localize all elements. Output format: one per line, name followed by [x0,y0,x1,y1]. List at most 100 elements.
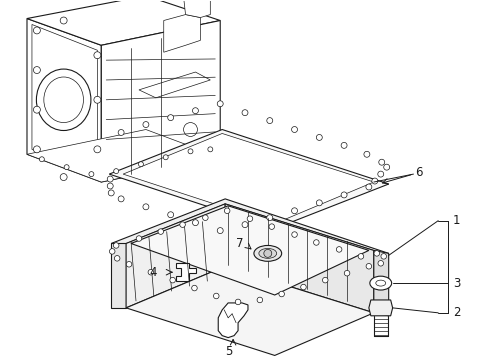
Circle shape [266,215,272,221]
Polygon shape [224,204,373,313]
Circle shape [217,101,223,107]
Ellipse shape [253,246,281,261]
Circle shape [217,228,223,234]
Circle shape [300,284,305,290]
Polygon shape [183,0,210,18]
Circle shape [377,261,383,266]
Polygon shape [126,204,373,293]
Circle shape [114,256,120,261]
Circle shape [291,232,297,237]
Circle shape [266,118,272,123]
Circle shape [357,253,363,259]
Circle shape [158,229,163,234]
Circle shape [94,96,101,103]
Circle shape [113,243,119,248]
Circle shape [60,174,67,181]
Polygon shape [111,199,388,298]
Polygon shape [131,206,368,295]
Polygon shape [126,266,373,355]
Ellipse shape [44,77,83,122]
Circle shape [207,147,212,152]
Text: 4: 4 [148,266,156,279]
Polygon shape [111,243,126,308]
Polygon shape [109,130,388,229]
Text: 7: 7 [236,237,243,250]
Polygon shape [175,263,196,281]
Circle shape [316,200,322,206]
Circle shape [136,236,142,241]
Circle shape [291,208,297,214]
Polygon shape [218,303,247,338]
Circle shape [180,222,185,228]
Text: 2: 2 [452,306,460,319]
Circle shape [246,216,252,221]
Polygon shape [163,14,200,52]
Circle shape [235,299,241,305]
Polygon shape [27,18,101,182]
Circle shape [322,277,327,283]
Text: 6: 6 [415,166,422,179]
Text: 5: 5 [224,345,232,358]
Circle shape [40,157,44,162]
Polygon shape [27,130,220,182]
Circle shape [126,261,132,267]
Polygon shape [101,21,220,182]
Circle shape [268,224,274,229]
Circle shape [202,215,208,220]
Ellipse shape [36,69,91,131]
Ellipse shape [258,248,276,258]
Circle shape [366,264,371,269]
Circle shape [344,270,349,276]
Circle shape [167,114,173,121]
Circle shape [142,122,148,127]
Circle shape [109,249,115,254]
Circle shape [242,110,247,116]
Polygon shape [126,204,224,308]
Circle shape [264,249,271,257]
Circle shape [183,122,197,136]
Circle shape [213,293,219,299]
Circle shape [373,251,379,256]
Circle shape [33,67,41,73]
Circle shape [33,146,41,153]
Circle shape [371,178,377,184]
Circle shape [169,277,175,283]
Circle shape [60,17,67,24]
Ellipse shape [369,276,391,290]
Circle shape [316,135,322,140]
Circle shape [291,127,297,132]
Circle shape [118,130,124,135]
Circle shape [192,108,198,114]
Circle shape [377,171,383,177]
Polygon shape [139,72,210,98]
Circle shape [107,183,113,189]
Circle shape [257,297,262,303]
Circle shape [365,184,371,190]
Circle shape [108,190,114,196]
Circle shape [107,176,113,182]
Ellipse shape [375,280,385,286]
Polygon shape [373,251,388,316]
Circle shape [94,146,101,153]
Circle shape [383,164,389,170]
Circle shape [163,155,168,160]
Circle shape [313,240,319,245]
Polygon shape [368,300,392,316]
Circle shape [341,143,346,148]
Circle shape [336,247,341,252]
Polygon shape [27,0,220,45]
Polygon shape [123,134,373,224]
Circle shape [148,269,153,275]
Circle shape [33,106,41,113]
Text: 1: 1 [452,214,460,227]
Circle shape [114,168,119,174]
Circle shape [378,159,384,165]
Polygon shape [32,24,97,176]
Circle shape [192,220,198,226]
Circle shape [138,162,143,167]
Circle shape [33,27,41,34]
Text: 3: 3 [452,276,460,289]
Circle shape [142,204,148,210]
Circle shape [94,52,101,59]
Circle shape [341,192,346,198]
